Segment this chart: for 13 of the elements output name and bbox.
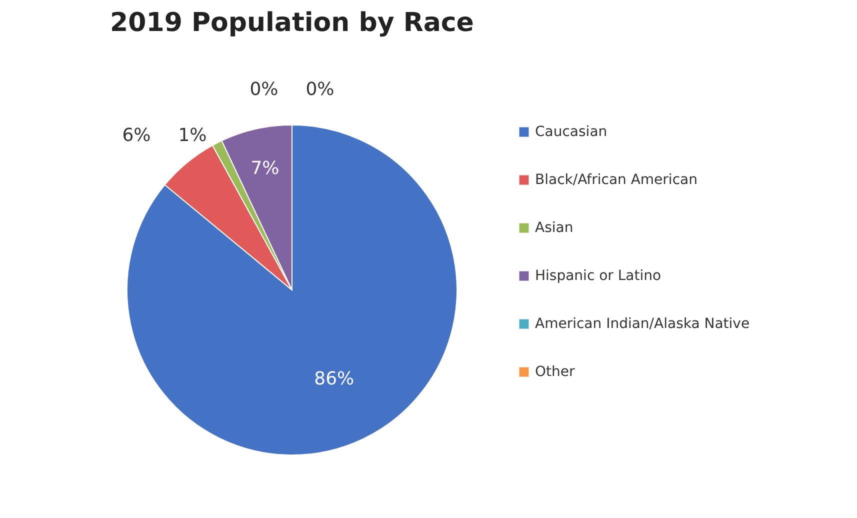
data-label: 86% xyxy=(314,368,354,390)
text: 0% xyxy=(306,79,334,100)
text: 0% xyxy=(250,79,278,100)
legend-label: Caucasian xyxy=(535,124,608,140)
chart-title: 2019 Population by Race xyxy=(110,8,474,38)
legend-label: Other xyxy=(535,364,575,380)
legend-label: Hispanic or Latino xyxy=(535,268,662,284)
legend-label: American Indian/Alaska Native xyxy=(535,316,750,332)
legend-label: Asian xyxy=(535,220,574,236)
data-label: 6% xyxy=(122,124,151,146)
data-label: 7% xyxy=(250,158,280,180)
legend-label: Black/African American xyxy=(535,172,698,188)
data-label: 1% xyxy=(178,124,207,146)
